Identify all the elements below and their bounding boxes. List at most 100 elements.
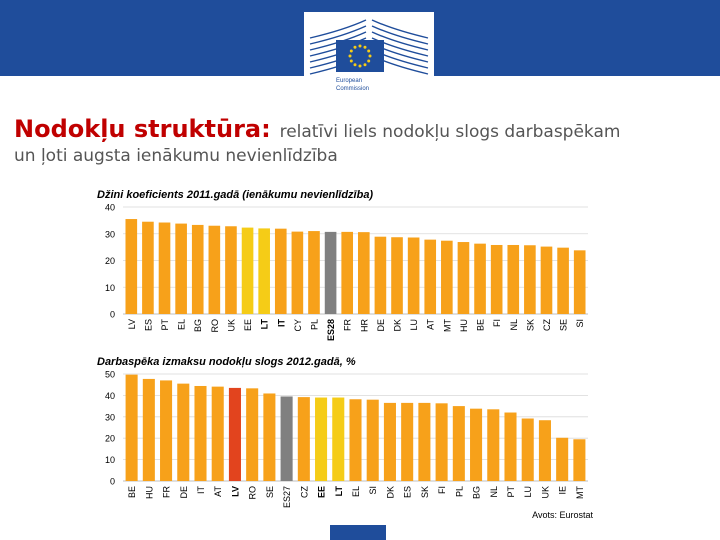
- x-tick-label-es: ES: [403, 486, 413, 498]
- bar-ee: [241, 227, 254, 314]
- chart-title: Džini koeficients 2011.gadā (ienākumu ne…: [97, 189, 373, 201]
- x-tick-label-el: EL: [351, 486, 361, 497]
- x-tick-label-hu: HU: [144, 486, 154, 499]
- bar-lt: [332, 397, 345, 481]
- bar-lt: [258, 228, 270, 314]
- x-tick-label-lt: LT: [260, 318, 270, 329]
- bar-sk: [418, 402, 431, 481]
- y-tick-label: 20: [105, 434, 115, 444]
- x-tick-label-pl: PL: [309, 319, 319, 330]
- bar-ee: [315, 397, 328, 481]
- bar-bg: [470, 408, 483, 481]
- bar-ro: [208, 225, 221, 314]
- bar-it: [274, 228, 287, 314]
- x-tick-label-fr: FR: [162, 486, 172, 498]
- y-tick-label: 0: [110, 477, 115, 487]
- slide-title: Nodokļu struktūra: relatīvi liels nodokļ…: [14, 110, 714, 165]
- bar-hr: [357, 232, 370, 314]
- bar-dk: [391, 237, 403, 314]
- bar-es28: [324, 231, 337, 314]
- bar-sk: [524, 245, 536, 314]
- bar-it: [194, 385, 207, 481]
- bar-lv: [228, 387, 241, 481]
- bar-pt: [158, 222, 171, 314]
- bar-lu: [407, 237, 420, 314]
- eu-stars-icon: [348, 44, 372, 68]
- bar-fr: [341, 231, 354, 314]
- x-tick-label-ee: EE: [243, 319, 253, 331]
- x-tick-label-ee: EE: [317, 486, 327, 498]
- x-tick-label-sk: SK: [525, 319, 535, 331]
- x-tick-label-si: SI: [368, 486, 378, 495]
- x-tick-label-uk: UK: [226, 319, 236, 332]
- bar-lv: [125, 219, 138, 314]
- bar-fi: [490, 244, 503, 314]
- bar-el: [175, 223, 187, 314]
- bar-de: [177, 383, 190, 481]
- x-tick-label-it: IT: [196, 485, 206, 494]
- bar-at: [424, 239, 437, 314]
- org-name-line2: Commission: [336, 86, 369, 92]
- x-tick-label-fi: FI: [437, 486, 447, 494]
- bar-nl: [487, 409, 500, 481]
- x-tick-label-be: BE: [127, 486, 137, 498]
- bar-ie: [556, 437, 569, 481]
- x-tick-label-sk: SK: [420, 486, 430, 498]
- x-tick-label-dk: DK: [393, 319, 403, 332]
- x-tick-label-lu: LU: [523, 486, 533, 498]
- bar-nl: [507, 244, 520, 314]
- x-tick-label-se: SE: [559, 319, 569, 331]
- bar-pl: [452, 406, 465, 481]
- x-tick-label-lv: LV: [230, 486, 240, 497]
- x-tick-label-el: EL: [177, 319, 187, 330]
- x-tick-label-ro: RO: [210, 319, 220, 333]
- bar-fr: [160, 380, 173, 481]
- x-tick-label-fr: FR: [343, 319, 353, 331]
- x-tick-label-es28: ES28: [326, 319, 336, 341]
- bar-dk: [383, 402, 396, 481]
- bar-se: [263, 393, 276, 481]
- y-tick-label: 10: [105, 283, 115, 293]
- x-tick-label-nl: NL: [509, 319, 519, 331]
- x-tick-label-ie: IE: [558, 486, 568, 495]
- x-tick-label-cy: CY: [293, 319, 303, 332]
- bar-si: [366, 399, 379, 481]
- source-note: Avots: Eurostat: [532, 510, 593, 520]
- x-tick-label-pl: PL: [454, 486, 464, 497]
- bar-cz: [540, 246, 553, 314]
- bar-cz: [297, 397, 310, 481]
- org-name-line1: European: [336, 78, 362, 84]
- bar-ro: [246, 388, 259, 481]
- bar-pt: [504, 412, 517, 481]
- bar-at: [211, 386, 224, 481]
- european-commission-logo: European Commission: [304, 12, 434, 102]
- bar-pl: [308, 231, 320, 314]
- bar-de: [374, 236, 387, 314]
- x-tick-label-dk: DK: [385, 486, 395, 499]
- bar-fi: [435, 403, 448, 481]
- bar-mt: [441, 240, 453, 314]
- x-tick-label-de: DE: [179, 486, 189, 499]
- bar-uk: [538, 420, 551, 481]
- x-tick-label-it: IT: [276, 318, 286, 327]
- x-tick-label-uk: UK: [540, 486, 550, 499]
- x-tick-label-hu: HU: [459, 319, 469, 332]
- x-tick-label-be: BE: [476, 319, 486, 331]
- title-strong: Nodokļu struktūra:: [14, 115, 271, 143]
- bar-es27: [280, 396, 293, 481]
- bar-be: [125, 374, 138, 481]
- x-tick-label-bg: BG: [193, 319, 203, 332]
- bar-cy: [291, 231, 304, 314]
- gini-chart: Džini koeficients 2011.gadā (ienākumu ne…: [97, 189, 588, 341]
- bar-hu: [142, 378, 155, 481]
- y-tick-label: 0: [110, 310, 115, 320]
- x-tick-label-lu: LU: [409, 319, 419, 331]
- x-tick-label-pt: PT: [506, 486, 516, 498]
- x-tick-label-cz: CZ: [542, 319, 552, 331]
- x-tick-label-hr: HR: [359, 319, 369, 332]
- bar-uk: [225, 226, 237, 314]
- bar-si: [573, 250, 586, 314]
- x-tick-label-si: SI: [575, 319, 585, 328]
- x-tick-label-es27: ES27: [282, 486, 292, 508]
- labour-tax-chart: Darbaspēka izmaksu nodokļu slogs 2012.ga…: [97, 356, 593, 520]
